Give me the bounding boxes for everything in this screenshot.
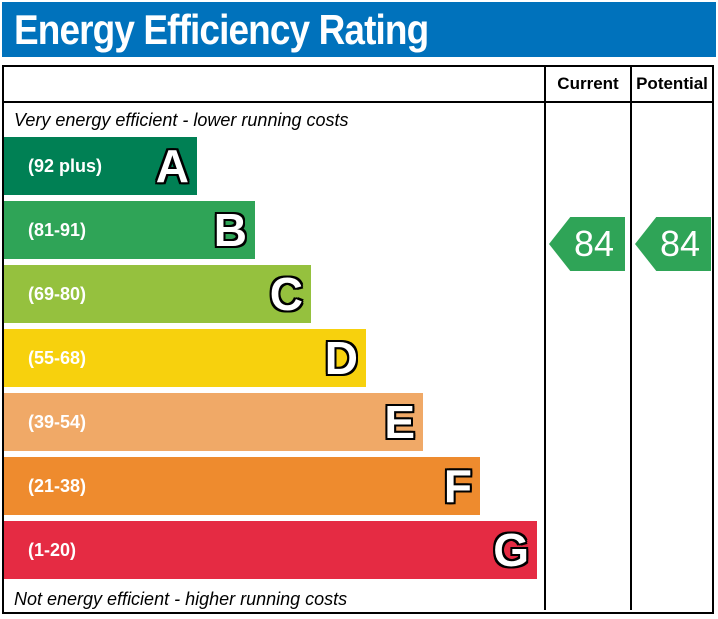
potential-column-header: Potential [630,67,712,101]
bands-area: Very energy efficient - lower running co… [4,103,544,610]
title-bar: Energy Efficiency Rating [2,2,716,57]
current-rating-value: 84 [573,223,615,264]
band-d: (55-68) D [4,329,366,387]
band-c-letter: C [269,268,303,320]
band-a-range: (92 plus) [28,155,103,176]
current-rating-arrow: 84 [549,217,625,271]
band-b-letter: B [213,204,247,256]
band-g-letter: G [493,524,529,576]
band-f-range: (21-38) [28,475,87,496]
band-d-range: (55-68) [28,347,87,368]
potential-rating-value: 84 [659,223,701,264]
band-f-letter: F [443,460,472,512]
energy-rating-chart: Current Potential Very energy efficient … [2,65,714,614]
band-c: (69-80) C [4,265,311,323]
page-title: Energy Efficiency Rating [14,5,429,53]
current-column-header: Current [544,67,630,101]
band-e: (39-54) E [4,393,423,451]
band-e-letter: E [384,396,415,448]
band-f: (21-38) F [4,457,480,515]
band-b-range: (81-91) [28,219,87,240]
band-d-letter: D [324,332,358,384]
band-a: (92 plus) A [4,137,197,195]
band-g: (1-20) G [4,521,537,579]
band-c-range: (69-80) [28,283,87,304]
header-spacer [4,67,544,101]
caption-top: Very energy efficient - lower running co… [14,109,349,130]
band-b: (81-91) B [4,201,255,259]
band-g-range: (1-20) [28,539,77,560]
current-column: 84 [544,103,630,610]
band-a-letter: A [155,140,189,192]
header-row: Current Potential [4,67,712,103]
band-e-range: (39-54) [28,411,87,432]
chart-body: Very energy efficient - lower running co… [4,103,712,610]
potential-column: 84 [630,103,712,610]
caption-bottom: Not energy efficient - higher running co… [14,588,348,609]
potential-rating-arrow: 84 [635,217,711,271]
